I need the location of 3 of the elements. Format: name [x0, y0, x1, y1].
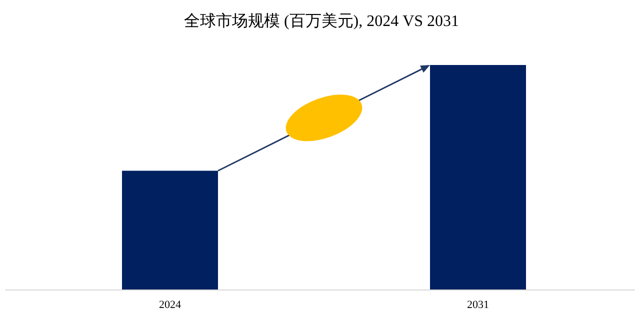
- x-tick-label: 2024: [159, 299, 182, 311]
- chart-title: 全球市场规模 (百万美元), 2024 VS 2031: [184, 12, 460, 30]
- x-tick-label: 2031: [467, 299, 489, 311]
